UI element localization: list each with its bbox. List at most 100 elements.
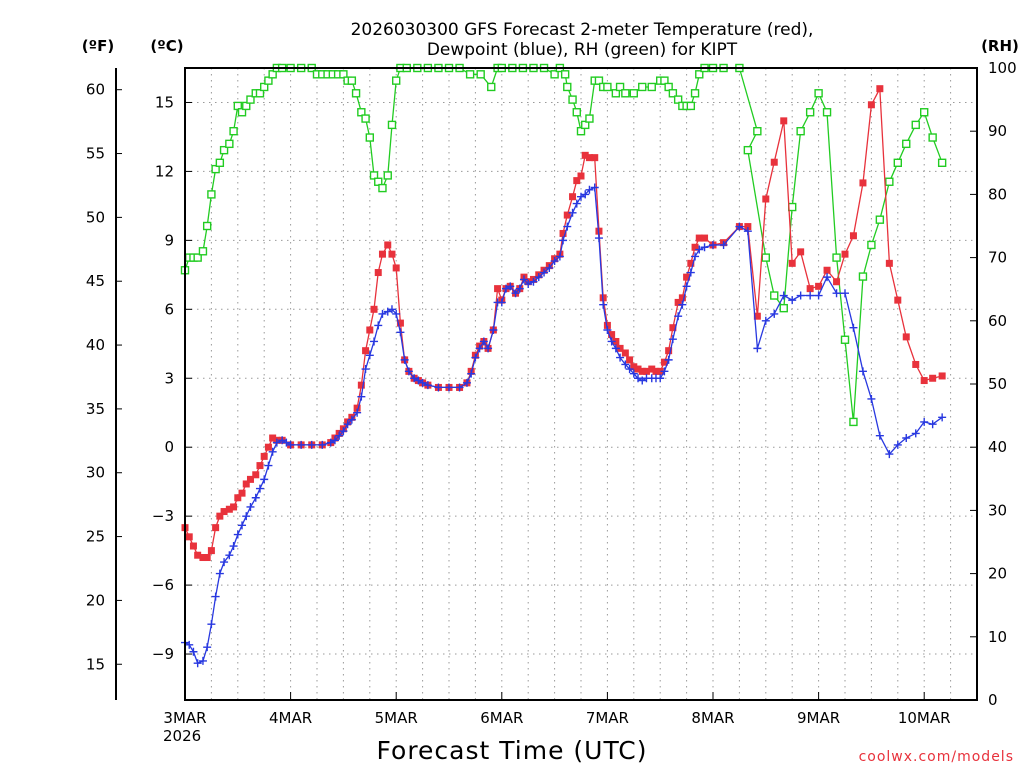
temperature-point: [269, 434, 277, 442]
rh-point: [581, 120, 590, 130]
temperature-point: [563, 211, 571, 219]
dewpoint-point: [920, 417, 929, 426]
rh-point: [753, 126, 762, 136]
dewpoint-point: [625, 365, 634, 374]
dewpoint-point: [278, 436, 287, 445]
fahrenheit-tick-label: 30: [86, 464, 105, 482]
dewpoint-point: [400, 355, 409, 364]
dewpoint-point: [524, 280, 533, 289]
credit-label: coolwx.com/models: [859, 749, 1014, 765]
dewpoint-point: [590, 183, 599, 192]
rh-point: [690, 89, 700, 98]
temperature-point: [260, 452, 268, 460]
rh-point: [465, 70, 475, 79]
dewpoint-point: [370, 337, 379, 346]
dewpoint-point: [779, 291, 788, 300]
dewpoint-point: [374, 321, 383, 330]
dewpoint-point: [555, 252, 564, 261]
rh-point: [365, 133, 374, 142]
temperature-point: [701, 234, 709, 242]
dewpoint-point: [211, 592, 220, 601]
x-tick-label: 6MAR: [480, 709, 523, 727]
rh-point: [832, 253, 841, 262]
dewpoint-point: [806, 291, 815, 300]
dewpoint-point: [193, 659, 202, 668]
temperature-point: [230, 503, 238, 511]
temperature-point: [656, 367, 664, 375]
dewpoint-point: [761, 316, 770, 325]
temperature-point: [189, 542, 197, 550]
fahrenheit-tick-label: 40: [86, 336, 105, 354]
celsius-tick-label: 9: [164, 231, 174, 249]
celsius-unit-label: (ºC): [150, 37, 183, 55]
temperature-point: [638, 367, 646, 375]
rh-point: [594, 76, 604, 85]
temperature-point: [660, 358, 668, 366]
rh-point: [629, 89, 638, 98]
temperature-point: [199, 554, 207, 562]
temperature-point: [207, 547, 215, 555]
rh-point: [563, 82, 572, 92]
temperature-point: [353, 404, 361, 412]
temperature-point: [788, 259, 796, 267]
temperature-point: [212, 524, 220, 532]
dewpoint-point: [475, 344, 484, 353]
temperature-point: [612, 337, 620, 345]
temperature-point: [585, 154, 593, 162]
temperature-point: [378, 250, 386, 258]
temperature-point: [815, 282, 823, 290]
dewpoint-point: [365, 351, 374, 360]
dewpoint-point: [719, 240, 728, 249]
dewpoint-point: [616, 353, 625, 362]
rh-point: [264, 76, 273, 85]
temperature-point: [695, 234, 703, 242]
rh-unit-label: (RH): [981, 37, 1019, 55]
rh-point: [550, 70, 559, 79]
fahrenheit-tick-label: 20: [86, 591, 105, 609]
dewpoint-point: [255, 484, 264, 493]
temperature-point: [797, 248, 805, 256]
x-tick-label: 3MAR: [163, 709, 206, 727]
rh-point: [347, 76, 357, 85]
x-tick-label: 4MAR: [269, 709, 312, 727]
dewpoint-point: [242, 512, 251, 521]
dewpoint-point: [479, 337, 488, 346]
fahrenheit-tick-label: 60: [86, 81, 105, 99]
rh-point: [207, 190, 216, 199]
temperature-point: [494, 285, 502, 293]
dewpoint-point: [404, 367, 413, 376]
dewpoint-point: [691, 252, 700, 261]
rh-tick-label: 40: [988, 438, 1007, 456]
rh-point: [378, 183, 387, 193]
rh-point: [387, 120, 397, 130]
rh-point: [928, 133, 937, 142]
rh-point: [686, 101, 696, 111]
x-tick-label: 10MAR: [898, 709, 951, 727]
celsius-tick-label: −6: [152, 576, 174, 594]
dewpoint-point: [189, 647, 198, 656]
temperature-point: [648, 365, 656, 373]
temperature-point: [678, 294, 686, 302]
rh-point: [867, 240, 876, 250]
dewpoint-point: [497, 298, 506, 307]
dewpoint-point: [841, 289, 849, 298]
temperature-point: [753, 312, 761, 320]
dewpoint-point: [220, 558, 229, 567]
rh-point: [743, 145, 753, 155]
dewpoint-point: [534, 273, 543, 282]
dewpoint-point: [664, 355, 673, 364]
dewpoint-point: [902, 434, 911, 443]
dewpoint-point: [735, 222, 744, 231]
dewpoint-point: [233, 530, 242, 539]
dewpoint-point: [353, 408, 362, 417]
dewpoint-point: [581, 190, 590, 199]
rh-point: [615, 82, 625, 92]
dewpoint-point: [489, 325, 498, 334]
plot-frame: [184, 67, 978, 701]
gridlines: [185, 68, 977, 700]
rh-point: [229, 126, 238, 136]
dewpoint-series: [181, 183, 947, 668]
rh-tick-label: 50: [988, 375, 1007, 393]
dewpoint-point: [511, 289, 520, 298]
